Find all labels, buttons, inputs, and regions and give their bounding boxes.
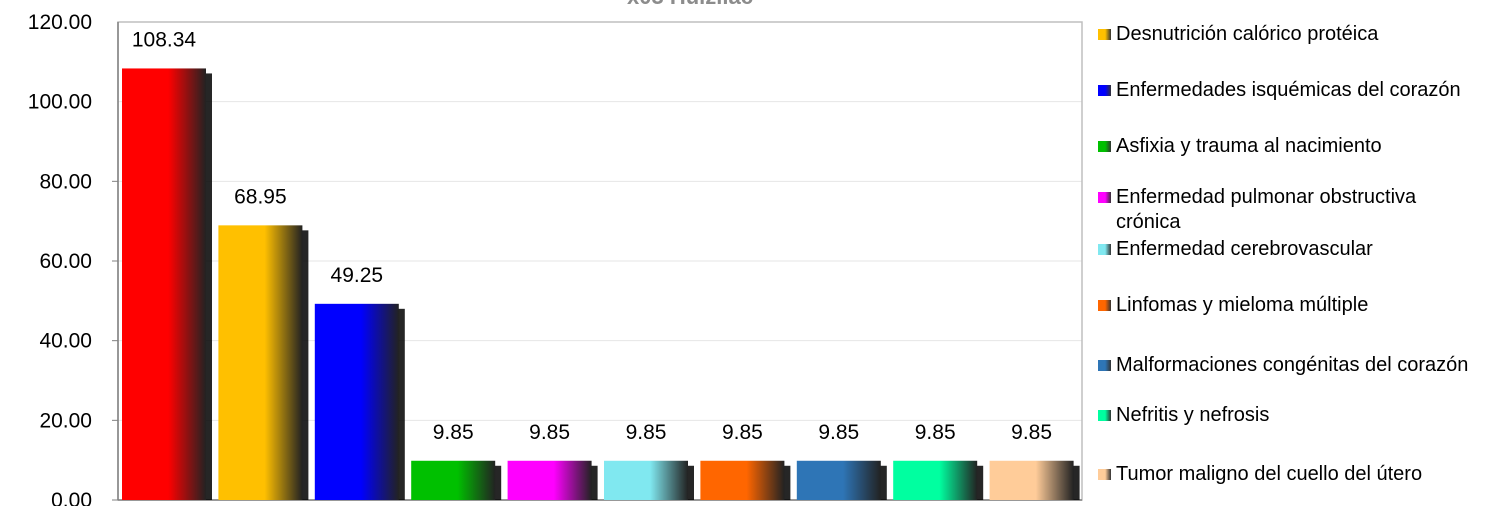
bar bbox=[989, 460, 1074, 500]
legend-item: Nefritis y nefrosis bbox=[1098, 403, 1476, 428]
legend-swatch bbox=[1098, 244, 1111, 255]
y-tick-label: 60.00 bbox=[39, 250, 92, 273]
bar bbox=[893, 460, 978, 500]
data-label: 68.95 bbox=[234, 185, 287, 208]
y-tick-label: 20.00 bbox=[39, 409, 92, 432]
legend-item: Enfermedades isquémicas del corazón bbox=[1098, 78, 1476, 103]
data-label: 9.85 bbox=[915, 421, 956, 444]
y-tick-label: 40.00 bbox=[39, 330, 92, 353]
bar bbox=[796, 460, 881, 500]
y-axis-ticks: 0.00 20.00 40.00 60.00 80.00 100.00 120.00 bbox=[28, 11, 92, 506]
legend-swatch bbox=[1098, 410, 1111, 421]
legend-label: Desnutrición calórico protéica bbox=[1116, 23, 1379, 45]
y-tick-label: 80.00 bbox=[39, 170, 92, 193]
data-label: 108.34 bbox=[132, 28, 197, 51]
legend-swatch bbox=[1098, 469, 1111, 480]
data-label: 9.85 bbox=[722, 421, 763, 444]
data-label: 49.25 bbox=[331, 264, 384, 287]
legend-swatch bbox=[1098, 141, 1111, 152]
legend-item: Asfixia y trauma al nacimiento bbox=[1098, 134, 1476, 159]
legend-label: Enfermedades isquémicas del corazón bbox=[1116, 79, 1461, 101]
bar bbox=[314, 303, 399, 500]
legend-swatch bbox=[1098, 300, 1111, 311]
legend-swatch bbox=[1098, 360, 1111, 371]
bar bbox=[218, 225, 303, 500]
data-labels: 108.34 68.95 49.25 9.85 9.85 9.85 9.85 9.85 9.85… bbox=[132, 28, 1052, 443]
bar bbox=[411, 460, 496, 500]
legend-label: Malformaciones congénitas del corazón bbox=[1116, 354, 1469, 376]
data-label: 9.85 bbox=[433, 421, 474, 444]
legend-swatch bbox=[1098, 192, 1111, 203]
legend-label: Tumor maligno del cuello del útero bbox=[1116, 463, 1423, 485]
bar bbox=[507, 460, 592, 500]
bar bbox=[604, 460, 688, 500]
chart-title: x03 Huizilac bbox=[627, 0, 753, 9]
legend-item: Enfermedad cerebrovascular bbox=[1098, 237, 1476, 262]
bars bbox=[122, 68, 1080, 500]
data-label: 9.85 bbox=[529, 421, 570, 444]
legend-label: Asfixia y trauma al nacimiento bbox=[1116, 135, 1382, 157]
data-label: 9.85 bbox=[626, 421, 667, 444]
legend-swatch bbox=[1098, 29, 1111, 40]
legend-swatch bbox=[1098, 85, 1111, 96]
legend-label: Enfermedad pulmonar obstructiva crónica bbox=[1116, 186, 1417, 233]
y-tick-label: 120.00 bbox=[28, 11, 92, 34]
bar bbox=[122, 68, 206, 500]
legend-label: Nefritis y nefrosis bbox=[1116, 404, 1270, 426]
legend-item: Enfermedad pulmonar obstructiva crónica bbox=[1098, 185, 1476, 235]
data-label: 9.85 bbox=[1011, 421, 1052, 444]
legend-label: Linfomas y mieloma múltiple bbox=[1116, 294, 1369, 316]
legend-item: Tumor maligno del cuello del útero bbox=[1098, 462, 1476, 487]
legend-label: Enfermedad cerebrovascular bbox=[1116, 238, 1373, 260]
data-label: 9.85 bbox=[818, 421, 859, 444]
legend-item: Linfomas y mieloma múltiple bbox=[1098, 293, 1476, 318]
bar bbox=[700, 460, 785, 500]
legend-item: Desnutrición calórico protéica bbox=[1098, 22, 1476, 47]
y-tick-label: 100.00 bbox=[28, 91, 92, 114]
legend-item: Malformaciones congénitas del corazón bbox=[1098, 353, 1476, 378]
y-tick-label: 0.00 bbox=[51, 489, 92, 506]
